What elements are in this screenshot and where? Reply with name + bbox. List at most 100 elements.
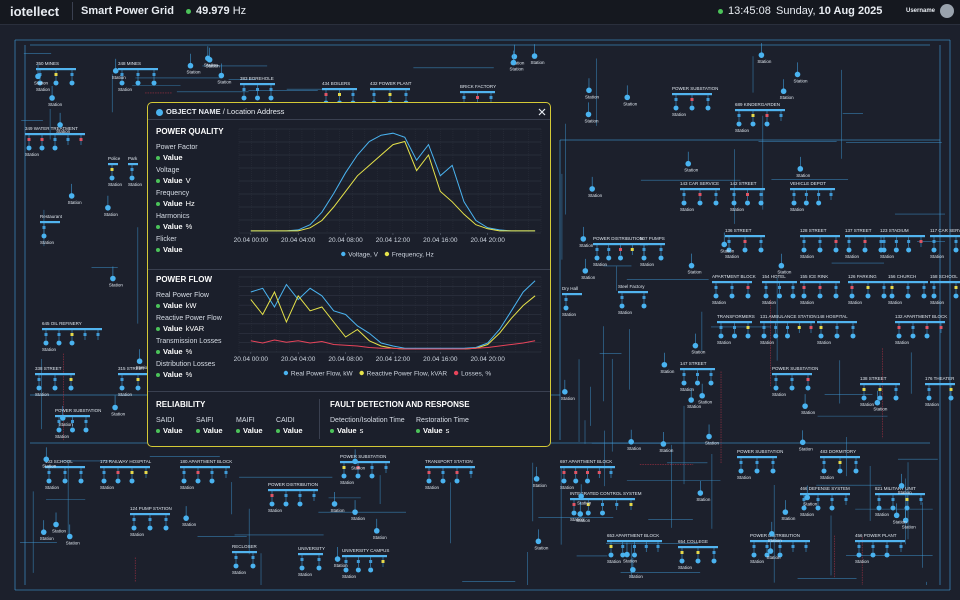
node-label: UNIVERSITY CAMPUS xyxy=(342,548,389,553)
busbar xyxy=(45,466,85,469)
unit: V xyxy=(185,176,191,185)
breaker xyxy=(615,503,619,506)
station-node xyxy=(573,478,579,484)
breaker xyxy=(778,545,782,548)
station-node xyxy=(833,293,839,299)
breaker xyxy=(84,420,88,423)
breaker xyxy=(791,545,795,548)
breaker xyxy=(619,248,622,251)
node-label: 689 KINDERGARDEN xyxy=(735,102,780,107)
station-node xyxy=(641,303,647,309)
station-node xyxy=(905,293,911,299)
legend: Real Power Flow, kW Reactive Power Flow, … xyxy=(283,371,491,378)
item-value: Value xyxy=(156,153,183,162)
breaker xyxy=(83,333,87,336)
station-node xyxy=(802,403,808,409)
station-label: Station xyxy=(760,340,775,345)
station-node xyxy=(57,122,63,128)
x-tick-label: 20.04 04:00 xyxy=(281,237,316,244)
legend: Voltage, V Frequency, Hz xyxy=(341,252,434,259)
breaker xyxy=(356,560,360,563)
item-value: Value xyxy=(156,426,183,435)
value-text: Value xyxy=(423,426,443,435)
breaker xyxy=(196,471,200,474)
breaker xyxy=(70,333,74,336)
station-node xyxy=(890,505,896,511)
station-node xyxy=(589,186,595,192)
busbar xyxy=(875,493,925,496)
station-node xyxy=(147,525,153,531)
station-node xyxy=(801,505,807,511)
station-label: Station xyxy=(680,207,695,212)
item-value: Value s xyxy=(416,426,449,435)
station-node xyxy=(953,247,959,253)
station-label: Station xyxy=(777,270,792,275)
breaker xyxy=(144,471,148,474)
breaker xyxy=(384,466,388,469)
breaker xyxy=(130,471,134,474)
station-node xyxy=(876,505,882,511)
station-node xyxy=(692,342,699,349)
breaker xyxy=(620,296,624,299)
node-label: 349 WATER TREATMENT xyxy=(25,126,78,131)
station-node xyxy=(255,95,260,101)
station-label: Station xyxy=(930,254,945,259)
busbar xyxy=(895,321,945,324)
busbar xyxy=(735,109,785,112)
x-tick-label: 20.04 00:00 xyxy=(234,356,268,363)
station-node xyxy=(764,552,770,558)
breaker xyxy=(656,545,660,548)
node-label: 148 HOSPITAL xyxy=(817,314,848,319)
username[interactable]: Username xyxy=(906,8,936,14)
station-node xyxy=(59,415,66,421)
station-node xyxy=(660,441,667,447)
station-label: Station xyxy=(425,485,440,490)
station-label: Station xyxy=(687,404,702,409)
station-node xyxy=(56,340,62,346)
station-node xyxy=(373,528,380,534)
breaker xyxy=(954,240,958,243)
busbar xyxy=(672,93,712,96)
station-node xyxy=(889,293,895,299)
close-button[interactable] xyxy=(538,108,546,116)
station-node xyxy=(343,567,349,573)
x-tick-label: 20.04 12:00 xyxy=(376,356,411,363)
station-node xyxy=(931,247,937,253)
node-label: UNIVERSITY xyxy=(298,546,325,551)
breaker xyxy=(586,503,590,506)
station-node xyxy=(535,538,542,545)
breaker xyxy=(642,296,646,299)
station-label: Station xyxy=(705,441,720,446)
station-label: Station xyxy=(895,340,910,345)
station-label: Station xyxy=(40,240,55,245)
station-node xyxy=(791,200,797,206)
breaker xyxy=(53,378,57,381)
station-node xyxy=(718,333,724,339)
node-label: POWER DISTRIBUTION xyxy=(268,482,318,487)
busbar xyxy=(800,235,840,238)
breaker xyxy=(897,326,901,329)
breaker xyxy=(905,498,909,501)
avatar[interactable] xyxy=(940,4,954,18)
station-node xyxy=(699,392,705,399)
breaker xyxy=(922,286,926,289)
busbar xyxy=(180,466,230,469)
breaker xyxy=(44,333,48,336)
station-node xyxy=(853,468,859,474)
breaker xyxy=(381,560,385,563)
node-label: POWER SUBSTATION xyxy=(672,86,718,91)
node-label: 156 CHURCH xyxy=(888,274,916,279)
breaker xyxy=(862,388,866,391)
station-node xyxy=(815,505,821,511)
station-label: Station xyxy=(618,310,633,315)
station-label: Station xyxy=(880,254,895,259)
breaker xyxy=(136,378,140,381)
breaker xyxy=(351,93,355,96)
item-label: SAIFI xyxy=(196,417,214,424)
station-label: Station xyxy=(340,480,355,485)
breaker xyxy=(47,471,51,474)
breaker xyxy=(441,471,445,474)
station-label: Station xyxy=(772,392,787,397)
station-label: Station xyxy=(584,118,599,123)
breaker xyxy=(739,461,743,464)
